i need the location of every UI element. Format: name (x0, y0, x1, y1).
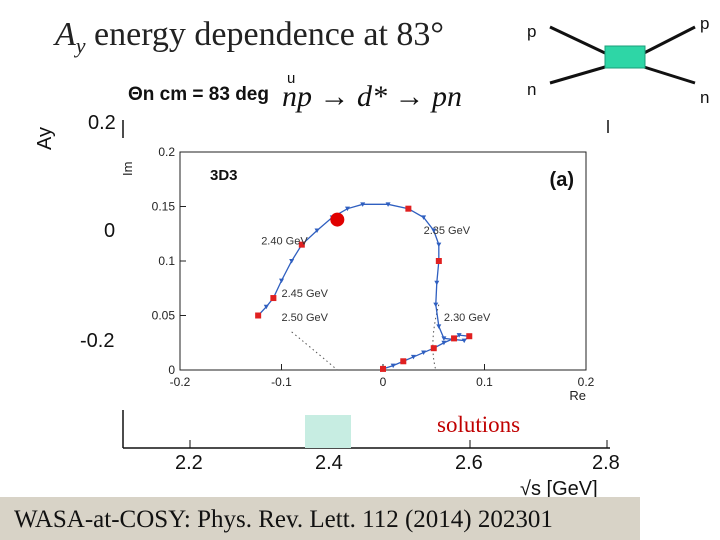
outer-xtick-2: 2.6 (455, 452, 483, 474)
resonance-point (330, 212, 345, 227)
x-tick-label: 0.2 (578, 375, 595, 389)
curve-point (314, 228, 320, 233)
curve-point (360, 202, 366, 207)
outer-xtick-0: 2.2 (175, 452, 203, 474)
label-p-left: p (527, 22, 537, 41)
curve-point (436, 324, 442, 329)
x-tick-label: -0.2 (170, 375, 191, 389)
outer-xtick-1: 2.4 (315, 452, 343, 474)
title-text: energy dependence at 83° (85, 16, 445, 53)
outer-xlabel: √s [GeV] (520, 478, 598, 500)
reaction-diagram (549, 25, 696, 85)
curve-point (421, 215, 427, 220)
energy-marker (255, 312, 262, 319)
title-a: A (55, 16, 76, 53)
energy-label: 2.30 GeV (444, 312, 491, 324)
curve-point (390, 363, 396, 369)
curve-point (456, 333, 462, 338)
curve-point (263, 304, 269, 310)
y-tick-label: 0.1 (158, 254, 175, 268)
y-tick-label: 0.2 (158, 145, 175, 159)
energy-label: 2.45 GeV (282, 288, 329, 300)
curve-point (344, 206, 350, 212)
x-axis-label: Re (569, 388, 586, 403)
energy-label: 2.50 GeV (282, 312, 329, 324)
footer-reference: WASA-at-COSY: Phys. Rev. Lett. 112 (2014… (14, 506, 553, 533)
slide-title: Ay energy dependence at 83° (55, 16, 444, 59)
outer-ytick-2: -0.2 (80, 330, 115, 352)
energy-marker (451, 335, 458, 342)
footer-bar (0, 497, 640, 540)
curve-point (421, 350, 427, 356)
resonance-band (305, 415, 351, 448)
y-tick-label: 0 (168, 363, 175, 377)
solutions-label: solutions (437, 412, 521, 437)
label-n-left: n (527, 80, 537, 99)
theta-label: Θn cm = 83 deg (128, 84, 269, 105)
curve-point (434, 280, 440, 286)
title-sub: y (75, 32, 86, 58)
curve-point (289, 259, 295, 264)
curve-point (431, 228, 437, 233)
energy-marker (270, 295, 277, 302)
curve-point (441, 340, 447, 346)
panel-label: (a) (550, 169, 574, 191)
curve-point (441, 336, 447, 341)
energy-marker (380, 365, 386, 372)
energy-marker (430, 345, 437, 352)
curve-point (433, 302, 439, 308)
energy-label: 2.40 GeV (261, 236, 308, 248)
curve-point (279, 278, 284, 284)
dibaryon-box (604, 45, 646, 69)
outer-xtick-3: 2.8 (592, 452, 620, 474)
energy-marker (466, 333, 473, 340)
energy-label: 2.35 GeV (424, 225, 471, 237)
energy-marker (435, 258, 442, 264)
energy-marker (405, 205, 412, 212)
curve-point (436, 242, 442, 248)
curve-point (385, 202, 391, 207)
label-p-right: p (700, 14, 710, 33)
reaction-formula: np → d* → pn (282, 80, 462, 113)
energy-marker (298, 241, 305, 248)
curve-point (410, 354, 416, 360)
label-n-right: n (700, 88, 710, 107)
x-tick-label: 0 (380, 375, 387, 389)
y-tick-label: 0.05 (152, 309, 176, 323)
y-tick-label: 0.15 (152, 200, 176, 214)
outer-ytick-1: 0 (104, 220, 116, 242)
partial-wave-label: 3D3 (210, 167, 238, 184)
outer-ytick-0: 0.2 (88, 112, 116, 134)
curve-point (461, 338, 467, 344)
label-u: u (287, 70, 296, 87)
energy-marker (400, 358, 407, 365)
x-tick-label: -0.1 (271, 375, 292, 389)
x-tick-label: 0.1 (476, 375, 493, 389)
y-axis-label: Im (120, 162, 135, 176)
